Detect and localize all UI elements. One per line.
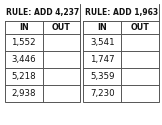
Text: IN: IN xyxy=(19,23,29,32)
Text: OUT: OUT xyxy=(130,23,149,32)
Text: 5,359: 5,359 xyxy=(90,72,115,81)
Text: 5,218: 5,218 xyxy=(11,72,36,81)
Bar xyxy=(5,4,80,21)
Bar xyxy=(5,4,80,102)
Text: 1,747: 1,747 xyxy=(90,55,115,64)
Bar xyxy=(83,4,159,102)
Text: IN: IN xyxy=(97,23,107,32)
Text: 7,230: 7,230 xyxy=(90,89,115,98)
Text: 3,541: 3,541 xyxy=(90,38,115,47)
Text: 1,552: 1,552 xyxy=(11,38,36,47)
Bar xyxy=(83,4,159,21)
Text: 3,446: 3,446 xyxy=(11,55,36,64)
Text: RULE: ADD 4,237: RULE: ADD 4,237 xyxy=(6,8,79,17)
Text: 2,938: 2,938 xyxy=(12,89,36,98)
Text: OUT: OUT xyxy=(52,23,71,32)
Text: RULE: ADD 1,963: RULE: ADD 1,963 xyxy=(85,8,158,17)
